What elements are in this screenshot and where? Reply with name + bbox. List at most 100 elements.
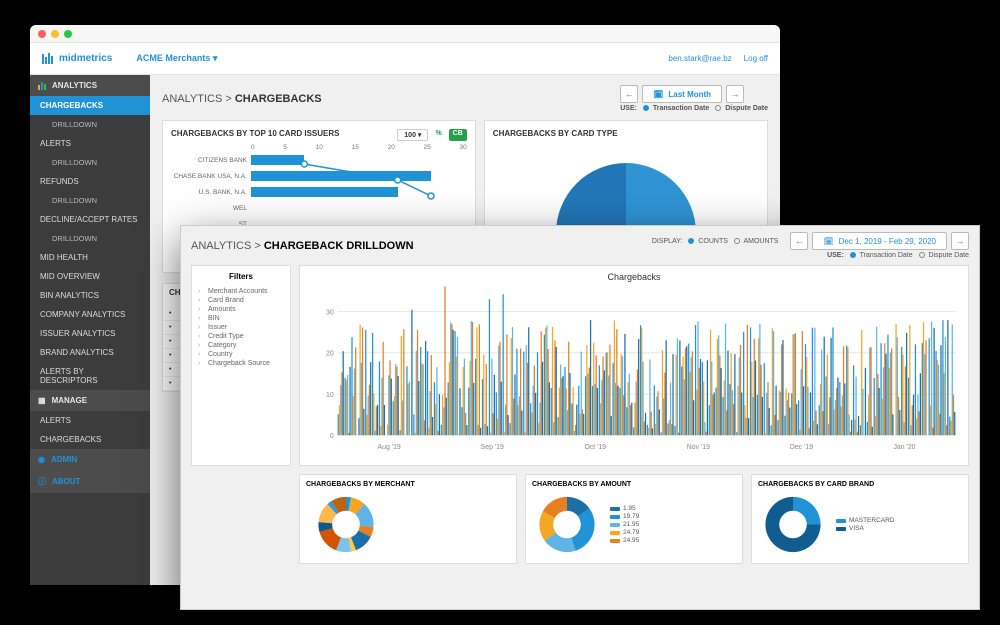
radio-amounts[interactable] bbox=[734, 238, 740, 244]
sidebar-item-chargebacks[interactable]: CHARGEBACKS bbox=[30, 96, 150, 115]
logoff-link[interactable]: Log off bbox=[744, 54, 768, 63]
sidebar-item-refunds[interactable]: REFUNDS bbox=[30, 172, 150, 191]
donut-amount-panel: CHARGEBACKS BY AMOUNT 1.9519.7921.9524.7… bbox=[525, 474, 743, 564]
macos-titlebar bbox=[30, 25, 780, 43]
filter-card-brand[interactable]: Card Brand bbox=[198, 296, 284, 305]
legend-item: MASTERCARD bbox=[836, 517, 895, 524]
close-icon[interactable] bbox=[38, 30, 46, 38]
filter-chargeback-source[interactable]: Chargeback Source bbox=[198, 359, 284, 368]
filter-category[interactable]: Category bbox=[198, 341, 284, 350]
analytics-icon bbox=[38, 82, 46, 90]
chart-title: Chargebacks bbox=[308, 272, 960, 282]
date-use-toggle: USE: Transaction Date Dispute Date bbox=[620, 105, 768, 112]
date-next-button[interactable]: → bbox=[951, 232, 969, 250]
radio-transaction-date[interactable] bbox=[850, 252, 856, 258]
sidebar-section-admin[interactable]: ◉ ADMIN bbox=[30, 449, 150, 470]
legend-item: 21.95 bbox=[610, 521, 639, 528]
donut-brand-panel: CHARGEBACKS BY CARD BRAND MASTERCARDVISA bbox=[751, 474, 969, 564]
drilldown-breadcrumb: ANALYTICS > CHARGEBACK DRILLDOWN bbox=[191, 240, 414, 252]
svg-text:30: 30 bbox=[326, 310, 334, 317]
legend-item: 24.79 bbox=[610, 529, 639, 536]
filter-country[interactable]: Country bbox=[198, 350, 284, 359]
filters-title: Filters bbox=[198, 272, 284, 281]
date-range-button[interactable]: 🗓 Last Month bbox=[642, 85, 722, 103]
app-topbar: midmetrics ACME Merchants ▾ ben.stark@ra… bbox=[30, 43, 780, 75]
donut-amount bbox=[532, 492, 602, 557]
manage-icon: ▦ bbox=[38, 396, 46, 405]
issuer-count-select[interactable]: 100 ▾ bbox=[397, 129, 428, 141]
donut-merchant bbox=[306, 492, 386, 557]
donut-merchant-panel: CHARGEBACKS BY MERCHANT bbox=[299, 474, 517, 564]
sidebar-item-mid-overview[interactable]: MID OVERVIEW bbox=[30, 267, 150, 286]
filter-bin[interactable]: BIN bbox=[198, 314, 284, 323]
radio-counts[interactable] bbox=[688, 238, 694, 244]
zoom-icon[interactable] bbox=[64, 30, 72, 38]
drilldown-date-widget: ← 🗓 Dec 1, 2019 - Feb 29, 2020 → bbox=[790, 232, 969, 250]
pct-toggle[interactable]: % bbox=[431, 129, 445, 141]
drilldown-window: ANALYTICS > CHARGEBACK DRILLDOWN DISPLAY… bbox=[180, 225, 980, 610]
calendar-icon: 🗓 bbox=[823, 237, 833, 246]
sidebar-item-drilldown[interactable]: DRILLDOWN bbox=[30, 115, 150, 134]
legend-item: 24.95 bbox=[610, 537, 639, 544]
sidebar-section-about[interactable]: ⓘ ABOUT bbox=[30, 470, 150, 493]
drilldown-use-toggle: USE: Transaction Date Dispute Date bbox=[652, 252, 969, 259]
date-prev-button[interactable]: ← bbox=[620, 85, 638, 103]
brand-text: midmetrics bbox=[59, 53, 112, 64]
filter-amounts[interactable]: Amounts bbox=[198, 305, 284, 314]
user-area: ben.stark@rae.bz Log off bbox=[668, 54, 768, 63]
filter-issuer[interactable]: Issuer bbox=[198, 323, 284, 332]
sidebar-item-decline-accept-rates[interactable]: DECLINE/ACCEPT RATES bbox=[30, 210, 150, 229]
sidebar-item-company-analytics[interactable]: COMPANY ANALYTICS bbox=[30, 305, 150, 324]
radio-dispute-date[interactable] bbox=[715, 105, 721, 111]
sidebar-item-drilldown[interactable]: DRILLDOWN bbox=[30, 191, 150, 210]
legend-brand: MASTERCARDVISA bbox=[836, 516, 895, 533]
panel-title: CHARGEBACKS BY TOP 10 CARD ISSUERS 100 ▾… bbox=[171, 129, 467, 138]
sidebar-item-bin-analytics[interactable]: BIN ANALYTICS bbox=[30, 286, 150, 305]
panel-title: CHARGEBACKS BY MERCHANT bbox=[306, 481, 510, 488]
sidebar-section-manage[interactable]: ▦ MANAGE bbox=[30, 390, 150, 411]
minimize-icon[interactable] bbox=[51, 30, 59, 38]
svg-text:20: 20 bbox=[326, 351, 334, 358]
chargebacks-timeseries-panel: Chargebacks 0102030Aug '19Sep '19Oct '19… bbox=[299, 265, 969, 466]
date-next-button[interactable]: → bbox=[726, 85, 744, 103]
filter-credit-type[interactable]: Credit Type bbox=[198, 332, 284, 341]
sidebar-item-drilldown[interactable]: DRILLDOWN bbox=[30, 153, 150, 172]
chargebacks-bar-chart: 0102030Aug '19Sep '19Oct '19Nov '19Dec '… bbox=[308, 284, 960, 454]
svg-text:Aug '19: Aug '19 bbox=[378, 444, 401, 451]
sidebar: ANALYTICS CHARGEBACKSDRILLDOWNALERTSDRIL… bbox=[30, 75, 150, 585]
user-email-link[interactable]: ben.stark@rae.bz bbox=[668, 54, 731, 63]
panel-title: CHARGEBACKS BY AMOUNT bbox=[532, 481, 736, 488]
date-prev-button[interactable]: ← bbox=[790, 232, 808, 250]
sidebar-item-alerts-by-descriptors[interactable]: ALERTS BY DESCRIPTORS bbox=[30, 362, 150, 390]
sidebar-item-drilldown[interactable]: DRILLDOWN bbox=[30, 229, 150, 248]
merchant-selector[interactable]: ACME Merchants ▾ bbox=[136, 53, 217, 64]
sidebar-item-mid-health[interactable]: MID HEALTH bbox=[30, 248, 150, 267]
sidebar-item-manage-alerts[interactable]: ALERTS bbox=[30, 411, 150, 430]
legend-amount: 1.9519.7921.9524.7924.95 bbox=[610, 504, 639, 545]
radio-dispute-date[interactable] bbox=[919, 252, 925, 258]
svg-text:10: 10 bbox=[326, 392, 334, 399]
sidebar-item-issuer-analytics[interactable]: ISSUER ANALYTICS bbox=[30, 324, 150, 343]
sidebar-item-alerts[interactable]: ALERTS bbox=[30, 134, 150, 153]
calendar-icon: 🗓 bbox=[653, 90, 663, 99]
legend-item: 19.79 bbox=[610, 513, 639, 520]
legend-item: VISA bbox=[836, 525, 895, 532]
app-logo[interactable]: midmetrics ACME Merchants ▾ bbox=[42, 53, 217, 64]
logo-icon bbox=[42, 53, 53, 64]
svg-text:Sep '19: Sep '19 bbox=[481, 444, 504, 451]
display-toggle: DISPLAY: COUNTS AMOUNTS bbox=[652, 238, 779, 245]
sidebar-item-brand-analytics[interactable]: BRAND ANALYTICS bbox=[30, 343, 150, 362]
filter-merchant-accounts[interactable]: Merchant Accounts bbox=[198, 287, 284, 296]
filters-panel: Filters Merchant AccountsCard BrandAmoun… bbox=[191, 265, 291, 466]
radio-transaction-date[interactable] bbox=[643, 105, 649, 111]
sidebar-section-analytics[interactable]: ANALYTICS bbox=[30, 75, 150, 96]
panel-title: CHARGEBACKS BY CARD BRAND bbox=[758, 481, 962, 488]
date-range-button[interactable]: 🗓 Dec 1, 2019 - Feb 29, 2020 bbox=[812, 232, 947, 250]
sidebar-item-manage-chargebacks[interactable]: CHARGEBACKS bbox=[30, 430, 150, 449]
svg-text:Dec '19: Dec '19 bbox=[790, 444, 813, 451]
svg-text:Jan '20: Jan '20 bbox=[893, 444, 915, 451]
cardtype-pie bbox=[493, 144, 759, 238]
chevron-down-icon: ▾ bbox=[213, 53, 218, 63]
date-range-widget: ← 🗓 Last Month → bbox=[620, 85, 768, 103]
cb-toggle[interactable]: CB bbox=[449, 129, 467, 141]
